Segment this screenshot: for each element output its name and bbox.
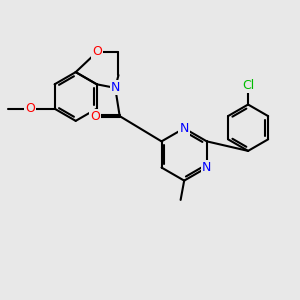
- Text: O: O: [25, 102, 35, 115]
- Text: O: O: [92, 45, 102, 58]
- Text: N: N: [110, 81, 120, 94]
- Text: N: N: [179, 122, 189, 135]
- Text: N: N: [202, 161, 212, 174]
- Text: O: O: [90, 110, 100, 123]
- Text: Cl: Cl: [242, 79, 254, 92]
